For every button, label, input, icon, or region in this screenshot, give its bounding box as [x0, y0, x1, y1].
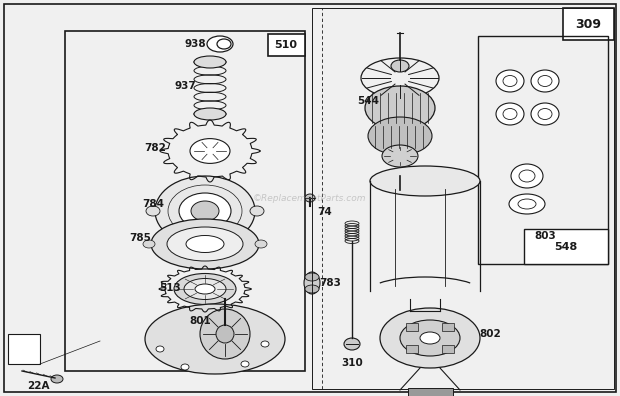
Ellipse shape	[181, 364, 189, 370]
Ellipse shape	[509, 194, 545, 214]
Ellipse shape	[496, 103, 524, 125]
Bar	[268, 34, 305, 56]
Ellipse shape	[216, 325, 234, 343]
Text: 937: 937	[174, 81, 196, 91]
Ellipse shape	[305, 194, 315, 202]
Bar	[408, 388, 453, 396]
Ellipse shape	[250, 206, 264, 216]
Ellipse shape	[255, 240, 267, 248]
Text: 310: 310	[341, 358, 363, 368]
Bar	[312, 8, 614, 389]
Ellipse shape	[155, 176, 255, 246]
Text: 802: 802	[479, 329, 501, 339]
Bar	[65, 31, 305, 371]
Text: 544: 544	[357, 96, 379, 106]
Bar	[563, 8, 614, 40]
Ellipse shape	[261, 341, 269, 347]
Text: 938: 938	[184, 39, 206, 49]
Bar	[406, 345, 419, 352]
Ellipse shape	[186, 236, 224, 253]
Ellipse shape	[365, 86, 435, 130]
Ellipse shape	[174, 274, 236, 305]
Ellipse shape	[344, 338, 360, 350]
Ellipse shape	[382, 145, 418, 167]
Ellipse shape	[241, 361, 249, 367]
Ellipse shape	[167, 227, 243, 261]
Bar	[524, 229, 608, 264]
Ellipse shape	[194, 108, 226, 120]
Ellipse shape	[200, 309, 250, 359]
Ellipse shape	[400, 320, 460, 356]
Ellipse shape	[394, 168, 406, 176]
Ellipse shape	[420, 332, 440, 344]
Ellipse shape	[531, 70, 559, 92]
Text: 22A: 22A	[27, 381, 49, 391]
Text: 513: 513	[159, 283, 181, 293]
Bar	[406, 324, 419, 331]
Bar	[441, 345, 454, 352]
Text: 801: 801	[189, 316, 211, 326]
Text: 783: 783	[319, 278, 341, 288]
Ellipse shape	[179, 193, 231, 229]
Ellipse shape	[305, 285, 319, 293]
Ellipse shape	[217, 39, 231, 49]
Bar	[441, 324, 454, 331]
Ellipse shape	[151, 219, 259, 269]
Ellipse shape	[531, 103, 559, 125]
Text: 309: 309	[575, 17, 601, 30]
Text: 785: 785	[129, 233, 151, 243]
Ellipse shape	[51, 375, 63, 383]
Ellipse shape	[194, 56, 226, 68]
Ellipse shape	[146, 206, 160, 216]
Text: 782: 782	[144, 143, 166, 153]
Text: 74: 74	[317, 207, 332, 217]
Ellipse shape	[184, 278, 226, 299]
Ellipse shape	[156, 346, 164, 352]
Ellipse shape	[391, 60, 409, 72]
Ellipse shape	[195, 284, 215, 294]
Ellipse shape	[304, 272, 320, 294]
Ellipse shape	[190, 139, 230, 164]
Ellipse shape	[368, 117, 432, 155]
Text: 510: 510	[275, 40, 298, 50]
Ellipse shape	[207, 36, 233, 52]
Ellipse shape	[305, 273, 319, 281]
Ellipse shape	[511, 164, 543, 188]
Ellipse shape	[380, 308, 480, 368]
Bar	[478, 36, 608, 264]
Ellipse shape	[191, 201, 219, 221]
Ellipse shape	[370, 166, 480, 196]
Ellipse shape	[145, 304, 285, 374]
Text: 548: 548	[554, 242, 578, 252]
Ellipse shape	[143, 240, 155, 248]
Ellipse shape	[496, 70, 524, 92]
Text: 803: 803	[534, 231, 556, 241]
Text: 784: 784	[142, 199, 164, 209]
Text: ©ReplacementParts.com: ©ReplacementParts.com	[253, 194, 367, 202]
Bar	[8, 334, 40, 364]
